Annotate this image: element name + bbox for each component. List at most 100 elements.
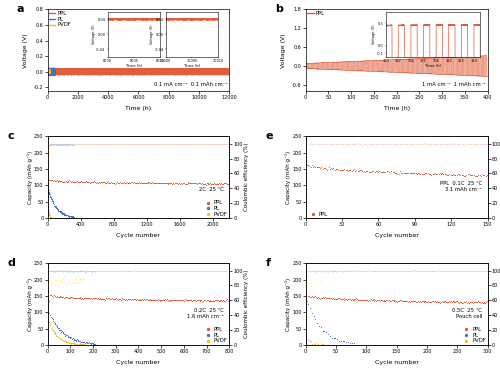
Point	[48, 316, 56, 322]
Point	[198, 141, 206, 147]
Point	[396, 169, 404, 175]
Point	[74, 269, 82, 275]
Point	[338, 268, 345, 274]
Point	[159, 180, 167, 186]
Point	[86, 268, 94, 274]
Point	[475, 299, 483, 305]
Point	[477, 267, 485, 273]
Point	[50, 141, 58, 147]
Point	[126, 180, 134, 186]
Point	[445, 268, 453, 274]
Point	[52, 141, 60, 147]
Point	[188, 268, 196, 274]
Point	[144, 141, 152, 147]
Point	[178, 181, 186, 186]
Point	[66, 294, 74, 300]
Point	[81, 268, 89, 274]
Point	[400, 170, 408, 176]
Point	[59, 179, 67, 185]
Point	[452, 298, 460, 304]
Point	[62, 211, 70, 217]
Point	[134, 268, 142, 274]
Point	[76, 141, 84, 147]
Point	[180, 181, 188, 186]
Point	[162, 180, 170, 186]
Point	[56, 141, 64, 147]
Point	[70, 336, 78, 342]
Point	[310, 163, 318, 169]
Point	[345, 141, 353, 147]
Point	[211, 141, 219, 147]
Point	[472, 173, 480, 179]
Point	[316, 165, 324, 171]
Point	[73, 269, 81, 275]
Point	[134, 141, 141, 147]
Point	[423, 268, 431, 274]
Point	[434, 267, 442, 273]
Point	[84, 295, 92, 301]
Point	[44, 186, 52, 192]
Point	[58, 275, 66, 281]
Point	[216, 141, 224, 147]
Point	[112, 141, 120, 147]
Point	[470, 299, 478, 305]
Point	[48, 267, 56, 273]
Point	[166, 141, 174, 147]
Point	[154, 268, 162, 274]
Point	[106, 268, 114, 274]
Point	[420, 299, 428, 305]
Point	[176, 181, 184, 187]
Point	[334, 141, 342, 147]
Point	[203, 268, 211, 274]
Point	[57, 336, 65, 342]
Point	[310, 279, 318, 285]
Point	[162, 297, 170, 303]
Point	[46, 274, 54, 280]
Point	[54, 268, 62, 274]
Point	[158, 141, 166, 147]
Point	[149, 180, 157, 186]
Point	[50, 201, 58, 207]
Point	[92, 268, 100, 274]
Point	[216, 268, 224, 274]
Point	[144, 180, 152, 186]
Point	[78, 277, 86, 283]
Point	[57, 278, 65, 284]
Point	[320, 268, 328, 274]
Point	[328, 268, 336, 274]
Point	[46, 280, 54, 286]
Point	[356, 297, 364, 303]
Point	[68, 269, 76, 275]
Point	[186, 297, 194, 303]
Point	[358, 298, 366, 304]
Point	[174, 268, 182, 274]
Point	[321, 165, 329, 171]
Point	[45, 142, 53, 148]
Point	[67, 141, 75, 147]
Point	[90, 341, 98, 347]
Point	[422, 170, 430, 176]
Point	[64, 333, 72, 339]
Point	[48, 198, 56, 204]
Point	[423, 299, 431, 305]
Point	[72, 268, 80, 274]
Point	[197, 141, 205, 147]
Point	[50, 141, 58, 147]
Point	[71, 179, 79, 185]
Point	[210, 268, 218, 274]
Point	[76, 338, 84, 344]
Point	[62, 212, 70, 218]
Point	[465, 268, 473, 274]
Point	[221, 141, 229, 147]
Point	[340, 166, 348, 172]
Point	[46, 267, 54, 273]
Point	[66, 276, 74, 282]
Point	[79, 296, 87, 302]
Point	[348, 267, 356, 273]
Point	[129, 268, 137, 274]
Point	[460, 142, 468, 148]
Point	[333, 141, 341, 147]
Point	[458, 141, 466, 147]
Point	[364, 168, 372, 174]
Point	[70, 179, 78, 185]
